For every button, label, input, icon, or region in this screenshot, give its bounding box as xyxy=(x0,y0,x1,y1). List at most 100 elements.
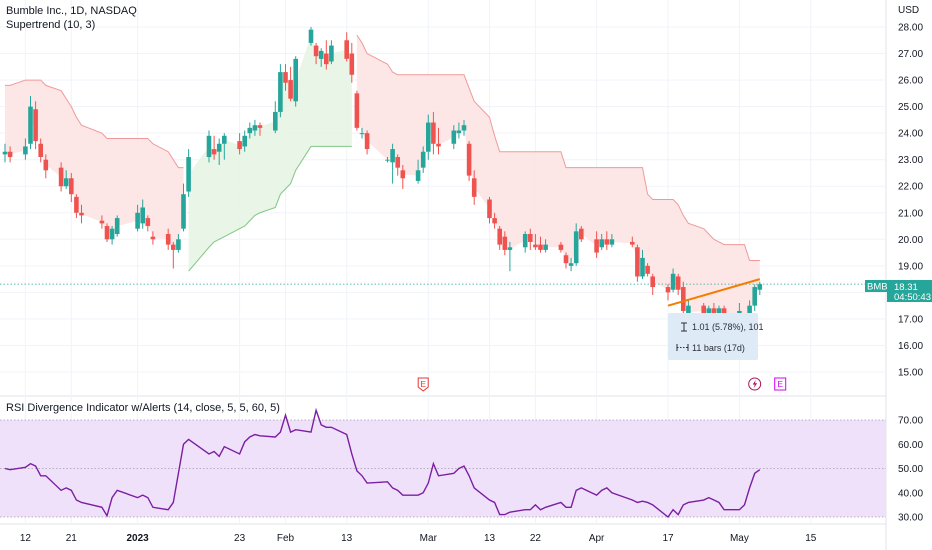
candle-body xyxy=(645,265,650,274)
candle-body xyxy=(104,226,110,240)
bar-range-icon xyxy=(676,344,689,351)
candle-body xyxy=(461,125,467,131)
candle xyxy=(7,146,13,163)
currency-label: USD xyxy=(898,5,919,16)
candle xyxy=(385,157,390,163)
candle-body xyxy=(451,130,457,144)
earnings-label: E xyxy=(777,379,783,389)
candle xyxy=(395,154,400,176)
candle xyxy=(63,170,69,189)
indicator-legend-rsi[interactable]: RSI Divergence Indicator w/Alerts (14, c… xyxy=(6,402,280,414)
candle xyxy=(252,119,258,136)
candle xyxy=(436,127,441,155)
candle xyxy=(364,130,370,155)
candle xyxy=(665,284,671,301)
candle-body xyxy=(538,244,543,250)
earnings-badge xyxy=(417,377,429,392)
candle-body xyxy=(466,143,472,176)
candle-body xyxy=(354,93,360,128)
rsi-series xyxy=(4,407,761,519)
time-tick-label: 22 xyxy=(530,533,542,544)
candle xyxy=(431,111,436,155)
symbol-tag xyxy=(865,280,887,292)
trendline[interactable] xyxy=(667,278,761,307)
candle xyxy=(211,135,217,160)
candle-body xyxy=(528,234,533,242)
time-tick-label: 13 xyxy=(484,533,496,544)
candle xyxy=(528,228,533,250)
candle xyxy=(165,228,171,250)
price-tick-label: 22.00 xyxy=(898,182,923,193)
candle-body xyxy=(426,122,431,152)
candle xyxy=(288,66,293,102)
candle xyxy=(140,199,145,229)
rsi-axis[interactable]: 30.00 40.00 50.00 60.00 70.00 xyxy=(898,416,923,524)
supertrend-lines xyxy=(5,34,760,272)
candle-body xyxy=(252,125,258,131)
time-tick-label: Mar xyxy=(420,533,438,544)
candle-body xyxy=(278,72,283,112)
price-tick-label: 21.00 xyxy=(898,208,923,219)
candle xyxy=(650,273,655,296)
candle xyxy=(79,204,84,224)
time-tick-label: 21 xyxy=(66,533,78,544)
candle xyxy=(344,32,349,62)
candle-body xyxy=(165,234,171,245)
candle xyxy=(609,234,615,248)
candle-body xyxy=(650,276,655,288)
candle xyxy=(135,204,140,232)
price-tick-label: 28.00 xyxy=(898,23,923,34)
price-axis[interactable]: 15.0016.0017.0018.0019.0020.0021.0022.00… xyxy=(898,23,923,379)
candle xyxy=(415,159,421,184)
rsi-tick-label: 40.00 xyxy=(898,488,923,499)
candle-body xyxy=(599,239,604,248)
candle xyxy=(502,231,508,256)
candle xyxy=(522,231,528,253)
lightning-icon[interactable] xyxy=(748,377,762,391)
candle-body xyxy=(171,244,176,250)
candle-body xyxy=(206,135,212,158)
candle-body xyxy=(273,111,278,131)
candle-body xyxy=(420,151,426,168)
candle-body xyxy=(400,170,406,179)
candle-body xyxy=(522,234,528,248)
candle xyxy=(645,263,650,277)
candle-body xyxy=(293,58,298,102)
candle-body xyxy=(431,122,436,144)
candle-body xyxy=(436,143,441,147)
supertrend-fill xyxy=(5,34,760,321)
candle xyxy=(630,236,635,248)
candle xyxy=(359,127,365,139)
candle-body xyxy=(150,236,156,240)
candle-body xyxy=(69,178,74,195)
candle-body xyxy=(109,228,115,240)
rsi-band xyxy=(0,419,886,518)
candle xyxy=(150,231,156,245)
supertrend-up-1-fill xyxy=(188,36,352,272)
candle xyxy=(69,172,74,203)
candle xyxy=(114,215,120,237)
time-tick-label: Feb xyxy=(277,533,295,544)
candle xyxy=(181,183,186,232)
candle xyxy=(487,196,492,224)
earnings-marker[interactable]: E xyxy=(417,377,429,392)
time-axis[interactable]: 12 21 2023 23 Feb 13 Mar 13 22 Apr 17 May 15 xyxy=(20,533,817,544)
candle-body xyxy=(7,151,13,158)
candle-body xyxy=(507,247,513,250)
earnings-marker[interactable]: E xyxy=(774,377,787,391)
candle xyxy=(109,226,115,245)
candle xyxy=(635,244,640,282)
time-tick-label: May xyxy=(730,533,749,544)
candle-body xyxy=(558,244,564,250)
candle-body xyxy=(176,239,181,250)
measure-price-change: 1.01 (5.78%), 101 xyxy=(692,322,764,332)
candle-body xyxy=(181,194,186,229)
candle xyxy=(257,122,263,136)
indicator-legend-supertrend[interactable]: Supertrend (10, 3) xyxy=(6,19,95,31)
candle xyxy=(507,241,513,272)
trendline-drawing[interactable] xyxy=(667,278,761,307)
candle xyxy=(38,138,43,163)
candle xyxy=(324,40,329,70)
